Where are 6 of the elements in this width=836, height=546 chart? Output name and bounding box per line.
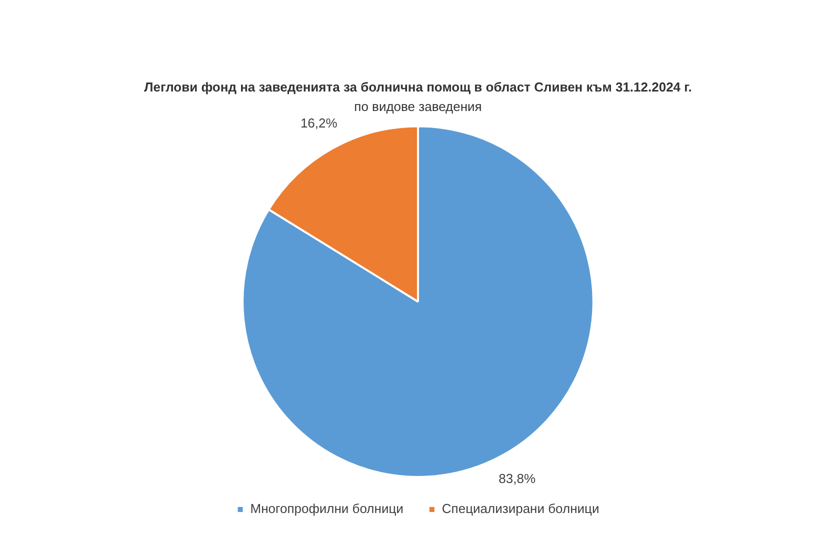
- chart-subtitle: по видове заведения: [354, 98, 482, 114]
- data-label: 83,8%: [498, 470, 536, 486]
- chart-title: Леглови фонд на заведенията за болнична помощ в област Сливен към 31.12.2024 г.: [144, 79, 692, 94]
- legend-label: Многопрофилни болници: [250, 501, 404, 516]
- data-label: 16,2%: [300, 116, 338, 131]
- legend-label: Специализирани болници: [442, 501, 600, 516]
